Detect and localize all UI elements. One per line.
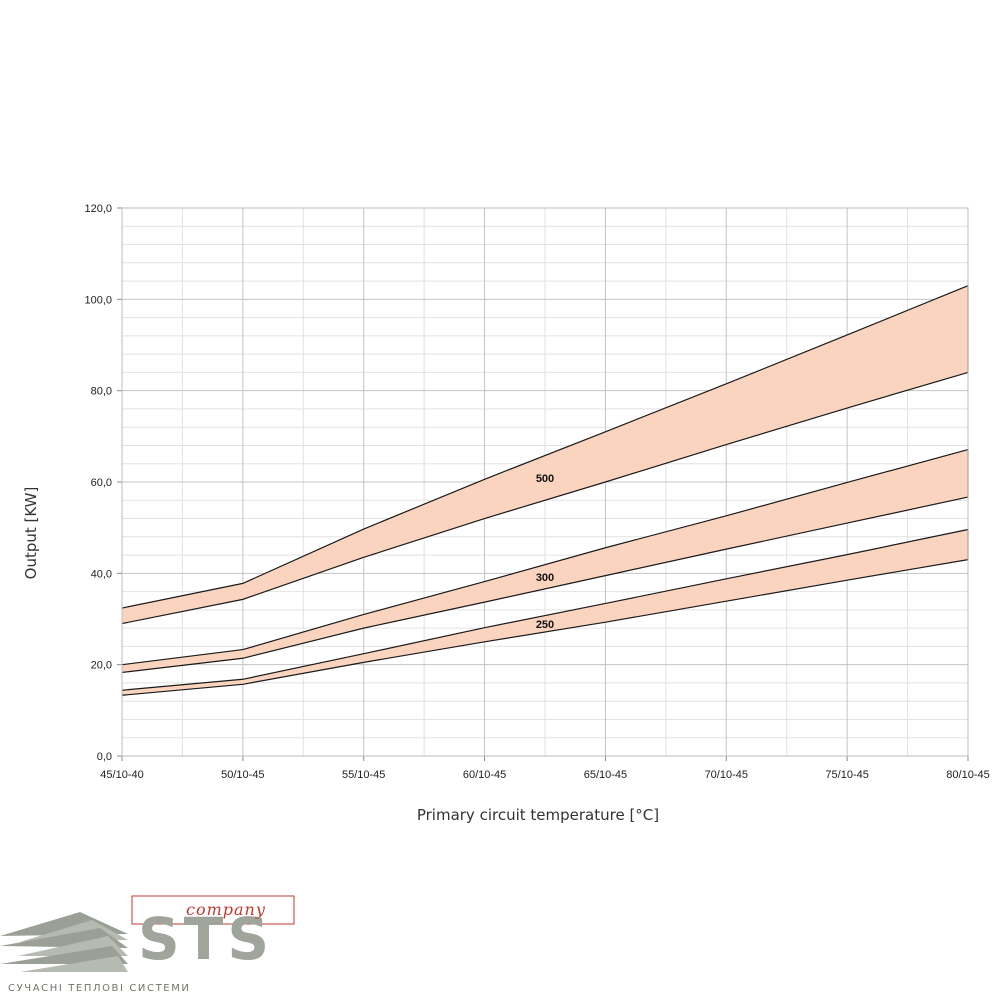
band-300-label: 300 (536, 572, 554, 584)
x-tick-label: 55/10-45 (342, 769, 385, 781)
y-tick-label: 0,0 (97, 751, 112, 763)
chart-bands: 500 300 250 (121, 285, 969, 696)
y-tick-label: 60,0 (91, 477, 112, 489)
y-tick-label: 20,0 (91, 660, 112, 672)
band-500-lower-line (121, 371, 969, 625)
x-tick-label: 60/10-45 (463, 769, 506, 781)
x-axis-title: Primary circuit temperature [°C] (417, 806, 659, 824)
band-250-label: 250 (536, 619, 554, 631)
band-300-lower-line (121, 496, 969, 674)
logo-tagline: СУЧАСНІ ТЕПЛОВІ СИСТЕМИ (8, 983, 191, 994)
logo-company: company (186, 900, 266, 919)
band-300-upper-line (121, 448, 969, 666)
y-tick-label: 40,0 (91, 568, 112, 580)
y-tick-label: 80,0 (91, 386, 112, 398)
logo-frame (131, 895, 295, 925)
plot-border (121, 207, 969, 757)
x-tick-label: 65/10-45 (584, 769, 627, 781)
chart-tick-labels: 0,0 20,0 40,0 60,0 80,0 100,0 120,0 45/10-40 50/… (84, 203, 989, 781)
x-tick-label: 80/10-45 (946, 769, 989, 781)
chart-axes (117, 207, 969, 761)
logo-brand: STS (138, 905, 274, 973)
band-250-lower-line (121, 559, 969, 696)
x-tick-label: 45/10-40 (100, 769, 143, 781)
y-tick-label: 120,0 (84, 203, 112, 215)
x-tick-label: 50/10-45 (221, 769, 264, 781)
y-tick-label: 100,0 (84, 294, 112, 306)
band-250-upper-line (121, 528, 969, 691)
y-axis-title: Output [KW] (22, 487, 40, 580)
x-tick-label: 70/10-45 (705, 769, 748, 781)
sts-logo (0, 895, 295, 972)
x-tick-label: 75/10-45 (825, 769, 868, 781)
roof-icon (0, 912, 128, 972)
output-chart: 500 300 250 0,0 20,0 40,0 60,0 80,0 100,0 120,0 4… (22, 203, 990, 824)
band-500-upper-line (121, 285, 969, 609)
band-500-label: 500 (536, 473, 554, 485)
chart-grid (121, 207, 969, 757)
